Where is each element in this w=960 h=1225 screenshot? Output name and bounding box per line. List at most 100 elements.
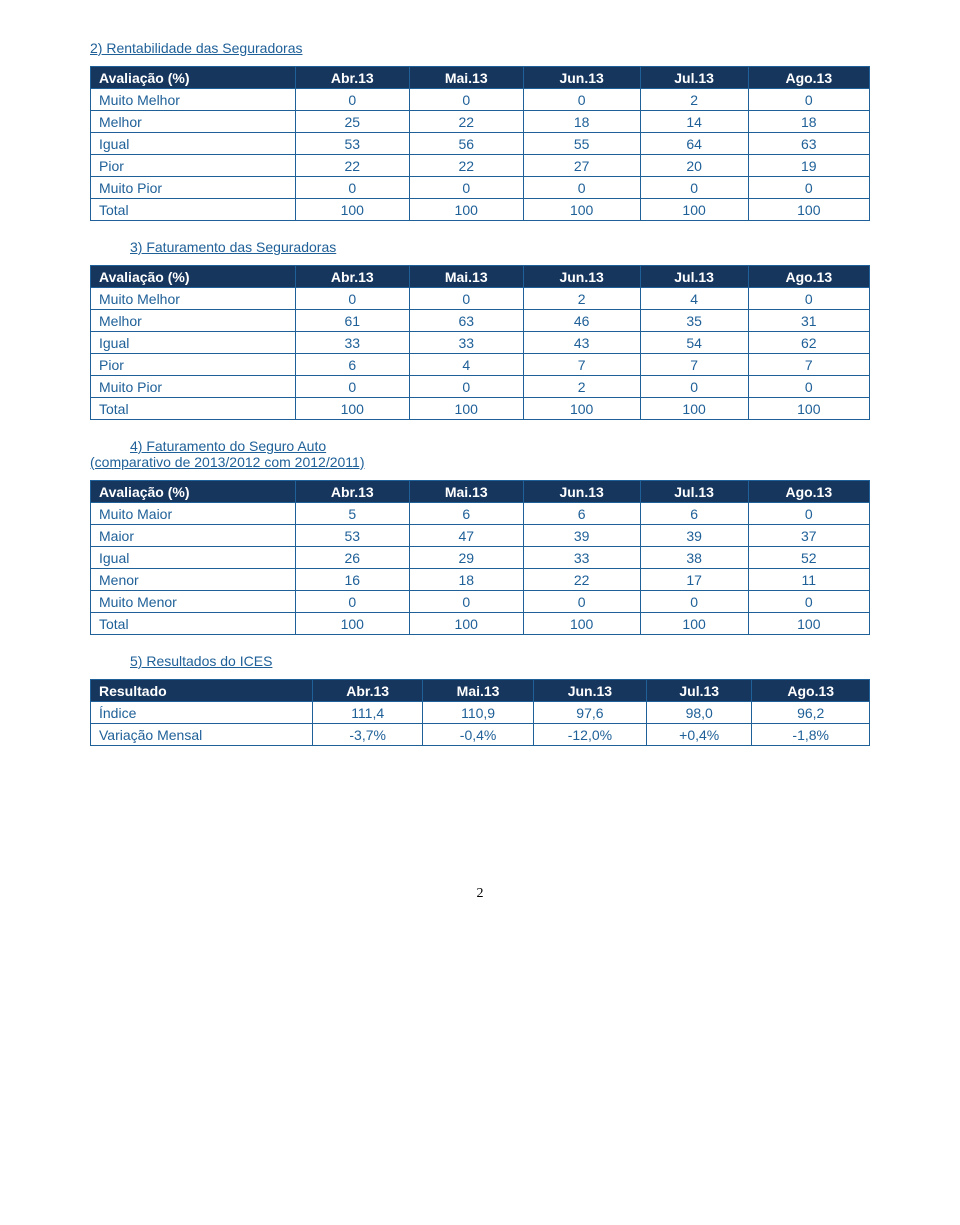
col-header: Ago.13 bbox=[748, 481, 869, 503]
table-cell: 27 bbox=[523, 155, 640, 177]
table-cell: 0 bbox=[640, 591, 748, 613]
section-4-subtitle: (comparativo de 2013/2012 com 2012/2011) bbox=[90, 454, 870, 470]
table-cell: 0 bbox=[523, 177, 640, 199]
col-header: Mai.13 bbox=[423, 680, 533, 702]
table-cell: 0 bbox=[409, 288, 523, 310]
col-header: Jun.13 bbox=[533, 680, 646, 702]
table-cell: 19 bbox=[748, 155, 869, 177]
section-4-body: Muito Maior56660Maior5347393937Igual2629… bbox=[91, 503, 870, 635]
table-cell: 110,9 bbox=[423, 702, 533, 724]
table-row: Muito Menor00000 bbox=[91, 591, 870, 613]
table-cell: 100 bbox=[748, 613, 869, 635]
section-3-table: Avaliação (%) Abr.13 Mai.13 Jun.13 Jul.1… bbox=[90, 265, 870, 420]
table-cell: 0 bbox=[295, 89, 409, 111]
table-cell: 6 bbox=[640, 503, 748, 525]
table-cell: Muito Melhor bbox=[91, 288, 296, 310]
table-cell: 100 bbox=[409, 613, 523, 635]
col-header: Abr.13 bbox=[295, 481, 409, 503]
table-row: Igual5356556463 bbox=[91, 133, 870, 155]
table-cell: 61 bbox=[295, 310, 409, 332]
col-header: Jun.13 bbox=[523, 67, 640, 89]
table-cell: 100 bbox=[748, 199, 869, 221]
table-cell: 0 bbox=[295, 177, 409, 199]
table-row: Pior64777 bbox=[91, 354, 870, 376]
table-cell: 39 bbox=[523, 525, 640, 547]
col-header: Avaliação (%) bbox=[91, 67, 296, 89]
table-cell: 22 bbox=[409, 111, 523, 133]
table-cell: 100 bbox=[523, 199, 640, 221]
table-cell: 96,2 bbox=[752, 702, 870, 724]
col-header: Jun.13 bbox=[523, 266, 640, 288]
table-row: Muito Melhor00020 bbox=[91, 89, 870, 111]
table-cell: 100 bbox=[295, 199, 409, 221]
table-row: Muito Maior56660 bbox=[91, 503, 870, 525]
table-cell: 31 bbox=[748, 310, 869, 332]
table-row: Total100100100100100 bbox=[91, 398, 870, 420]
table-cell: 0 bbox=[523, 89, 640, 111]
document-page: 2) Rentabilidade das Seguradoras Avaliaç… bbox=[50, 40, 910, 902]
table-row: Melhor6163463531 bbox=[91, 310, 870, 332]
table-row: Melhor2522181418 bbox=[91, 111, 870, 133]
table-cell: 98,0 bbox=[647, 702, 752, 724]
table-header-row: Avaliação (%) Abr.13 Mai.13 Jun.13 Jul.1… bbox=[91, 481, 870, 503]
table-row: Total100100100100100 bbox=[91, 613, 870, 635]
col-header: Abr.13 bbox=[295, 266, 409, 288]
table-cell: Muito Maior bbox=[91, 503, 296, 525]
table-row: Menor1618221711 bbox=[91, 569, 870, 591]
table-cell: Muito Pior bbox=[91, 177, 296, 199]
table-cell: Variação Mensal bbox=[91, 724, 313, 746]
col-header: Resultado bbox=[91, 680, 313, 702]
section-2-title: 2) Rentabilidade das Seguradoras bbox=[90, 40, 870, 56]
table-cell: 56 bbox=[409, 133, 523, 155]
col-header: Avaliação (%) bbox=[91, 266, 296, 288]
table-cell: -3,7% bbox=[312, 724, 422, 746]
table-cell: 100 bbox=[523, 398, 640, 420]
table-cell: Total bbox=[91, 613, 296, 635]
table-cell: 35 bbox=[640, 310, 748, 332]
table-cell: 0 bbox=[295, 591, 409, 613]
table-cell: -12,0% bbox=[533, 724, 646, 746]
table-cell: Melhor bbox=[91, 111, 296, 133]
col-header: Jun.13 bbox=[523, 481, 640, 503]
table-row: Pior2222272019 bbox=[91, 155, 870, 177]
table-cell: Muito Menor bbox=[91, 591, 296, 613]
col-header: Jul.13 bbox=[640, 266, 748, 288]
table-cell: 97,6 bbox=[533, 702, 646, 724]
section-5-title: 5) Resultados do ICES bbox=[130, 653, 870, 669]
table-cell: 53 bbox=[295, 133, 409, 155]
table-cell: 2 bbox=[640, 89, 748, 111]
table-cell: 64 bbox=[640, 133, 748, 155]
table-cell: 6 bbox=[409, 503, 523, 525]
table-cell: 0 bbox=[409, 376, 523, 398]
table-cell: Muito Pior bbox=[91, 376, 296, 398]
table-cell: 111,4 bbox=[312, 702, 422, 724]
table-header-row: Avaliação (%) Abr.13 Mai.13 Jun.13 Jul.1… bbox=[91, 266, 870, 288]
table-cell: 4 bbox=[409, 354, 523, 376]
table-cell: 7 bbox=[523, 354, 640, 376]
table-cell: 39 bbox=[640, 525, 748, 547]
col-header: Ago.13 bbox=[748, 266, 869, 288]
table-cell: Igual bbox=[91, 332, 296, 354]
table-cell: 0 bbox=[295, 376, 409, 398]
table-cell: 18 bbox=[523, 111, 640, 133]
col-header: Abr.13 bbox=[295, 67, 409, 89]
table-row: Igual2629333852 bbox=[91, 547, 870, 569]
section-4-table: Avaliação (%) Abr.13 Mai.13 Jun.13 Jul.1… bbox=[90, 480, 870, 635]
table-cell: 33 bbox=[295, 332, 409, 354]
table-cell: 100 bbox=[640, 398, 748, 420]
table-cell: 43 bbox=[523, 332, 640, 354]
section-5-table: Resultado Abr.13 Mai.13 Jun.13 Jul.13 Ag… bbox=[90, 679, 870, 746]
table-cell: 38 bbox=[640, 547, 748, 569]
table-cell: 11 bbox=[748, 569, 869, 591]
table-cell: 47 bbox=[409, 525, 523, 547]
table-cell: 22 bbox=[409, 155, 523, 177]
table-cell: Igual bbox=[91, 547, 296, 569]
table-cell: 0 bbox=[295, 288, 409, 310]
table-row: Muito Melhor00240 bbox=[91, 288, 870, 310]
table-cell: 18 bbox=[409, 569, 523, 591]
col-header: Jul.13 bbox=[640, 67, 748, 89]
table-row: Maior5347393937 bbox=[91, 525, 870, 547]
table-cell: 0 bbox=[409, 177, 523, 199]
table-cell: Total bbox=[91, 199, 296, 221]
table-row: Total100100100100100 bbox=[91, 199, 870, 221]
